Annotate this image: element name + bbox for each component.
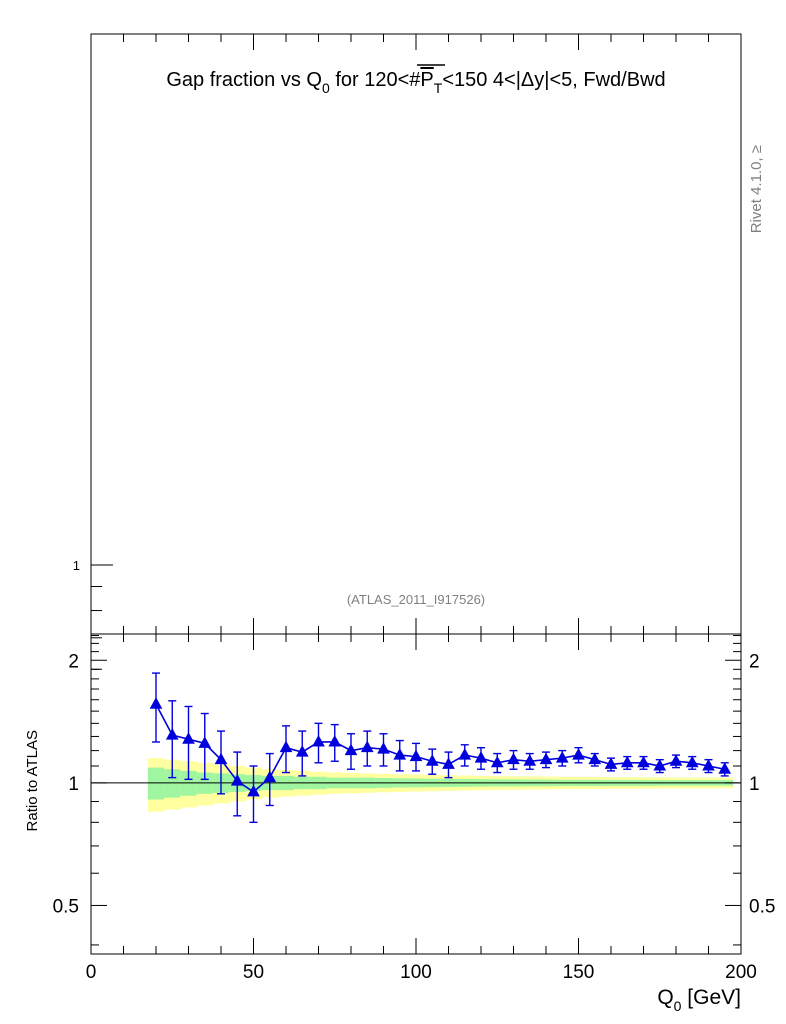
- y-tick-label-right: 2: [749, 651, 760, 672]
- y-tick-label-right: 1: [749, 774, 760, 795]
- data-point: [555, 751, 569, 763]
- y-tick-label-left: 2: [68, 651, 79, 672]
- main-y-ticks: [91, 564, 113, 670]
- data-point: [360, 740, 374, 753]
- main-frame: [90, 33, 742, 635]
- x-tick-label: 200: [725, 962, 757, 983]
- data-point: [344, 743, 358, 756]
- x-tick-label: 100: [400, 962, 432, 983]
- data-point: [507, 752, 520, 765]
- data-point: [214, 752, 228, 765]
- data-point: [588, 752, 602, 765]
- data-point: [539, 752, 553, 765]
- data-point: [165, 728, 179, 740]
- stat-uncertainty-band: [164, 769, 181, 798]
- data-point: [442, 757, 455, 769]
- data-point: [295, 745, 309, 757]
- main-x-ticks: [90, 34, 742, 634]
- data-point: [572, 748, 585, 760]
- data-point: [685, 755, 699, 768]
- ratio-y-ticks: [91, 635, 741, 946]
- data-point: [425, 754, 439, 766]
- data-point: [702, 758, 715, 771]
- data-point: [279, 740, 293, 753]
- chart-title: Gap fraction vs Q0 for 120<#PT<150 4<|Δy…: [166, 69, 665, 96]
- data-point: [198, 736, 212, 748]
- x-axis-label: Q0 [GeV]: [657, 986, 741, 1014]
- data-point: [263, 770, 277, 783]
- data-point: [149, 697, 163, 709]
- data-point: [312, 734, 325, 747]
- y-tick-label-right: 0.5: [749, 896, 775, 917]
- data-point: [604, 757, 618, 769]
- data-point: [490, 755, 504, 768]
- data-point: [247, 784, 260, 797]
- rivet-version-label: Rivet 4.1.0, ≥: [748, 145, 765, 233]
- data-point: [328, 734, 342, 747]
- data-point: [653, 758, 667, 771]
- data-point: [409, 749, 423, 762]
- analysis-watermark: (ATLAS_2011_I917526): [347, 592, 485, 607]
- data-point: [523, 754, 537, 766]
- data-point: [669, 754, 683, 766]
- ratio-x-tick-labels: 0 50 100 150 200: [86, 962, 757, 983]
- stat-uncertainty-band: [147, 767, 165, 800]
- data-point: [182, 732, 195, 744]
- data-point: [458, 748, 472, 760]
- ratio-x-ticks: [90, 634, 742, 954]
- data-point: [393, 748, 407, 760]
- data-point: [230, 774, 244, 786]
- main-y-tick-label: 1: [73, 558, 80, 573]
- x-tick-label: 150: [563, 962, 595, 983]
- data-point: [474, 751, 488, 763]
- data-point: [377, 742, 390, 754]
- ratio-panel: 0 50 100 150 200 0.5 0.5 1 1 2 2 Ratio to ATLAS Q…: [24, 633, 776, 1014]
- x-tick-label: 50: [243, 962, 264, 983]
- data-point: [620, 755, 634, 768]
- y-tick-label-left: 0.5: [53, 896, 79, 917]
- x-tick-label: 0: [86, 962, 97, 983]
- ratio-y-tick-labels: 0.5 0.5 1 1 2 2: [53, 651, 776, 917]
- main-panel: 1 Gap fraction vs Q0 for 120<#PT<150 4<|…: [73, 33, 765, 670]
- data-point: [637, 755, 650, 768]
- data-point: [718, 762, 732, 774]
- y-tick-label-left: 1: [68, 774, 79, 795]
- ratio-series: [149, 672, 732, 824]
- y-axis-label: Ratio to ATLAS: [24, 730, 41, 831]
